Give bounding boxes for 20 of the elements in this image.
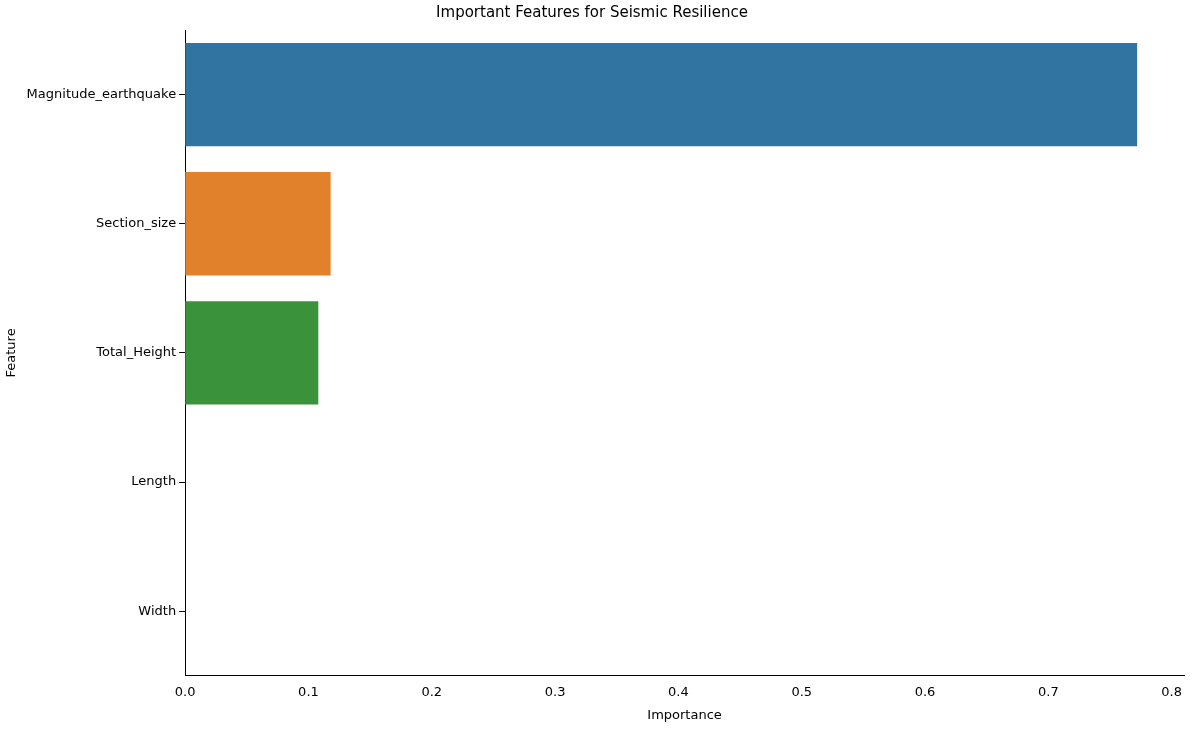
bar xyxy=(185,172,331,276)
x-tick-label: 0.7 xyxy=(1038,683,1059,699)
chart-title: Important Features for Seismic Resilience xyxy=(436,2,748,21)
bar xyxy=(185,301,319,405)
y-tick-label: Length xyxy=(131,473,177,489)
x-tick-label: 0.3 xyxy=(544,683,566,699)
x-tick-label: 0.5 xyxy=(791,683,813,699)
y-tick-label: Width xyxy=(138,602,177,618)
x-tick-label: 0.2 xyxy=(421,683,443,699)
x-tick-label: 0.4 xyxy=(668,683,689,699)
y-axis-title: Feature xyxy=(3,328,19,378)
x-tick-label: 0.6 xyxy=(914,683,936,699)
y-tick-label: Magnitude_earthquake xyxy=(26,85,177,101)
x-tick-label: 0.8 xyxy=(1161,683,1183,699)
y-tick-label: Section_size xyxy=(96,215,177,231)
bar xyxy=(185,42,1138,147)
x-tick-label: 0.0 xyxy=(174,683,196,699)
y-tick-label: Total_Height xyxy=(95,344,177,360)
x-tick-label: 0.1 xyxy=(298,683,319,699)
x-axis-title: Importance xyxy=(647,706,722,722)
